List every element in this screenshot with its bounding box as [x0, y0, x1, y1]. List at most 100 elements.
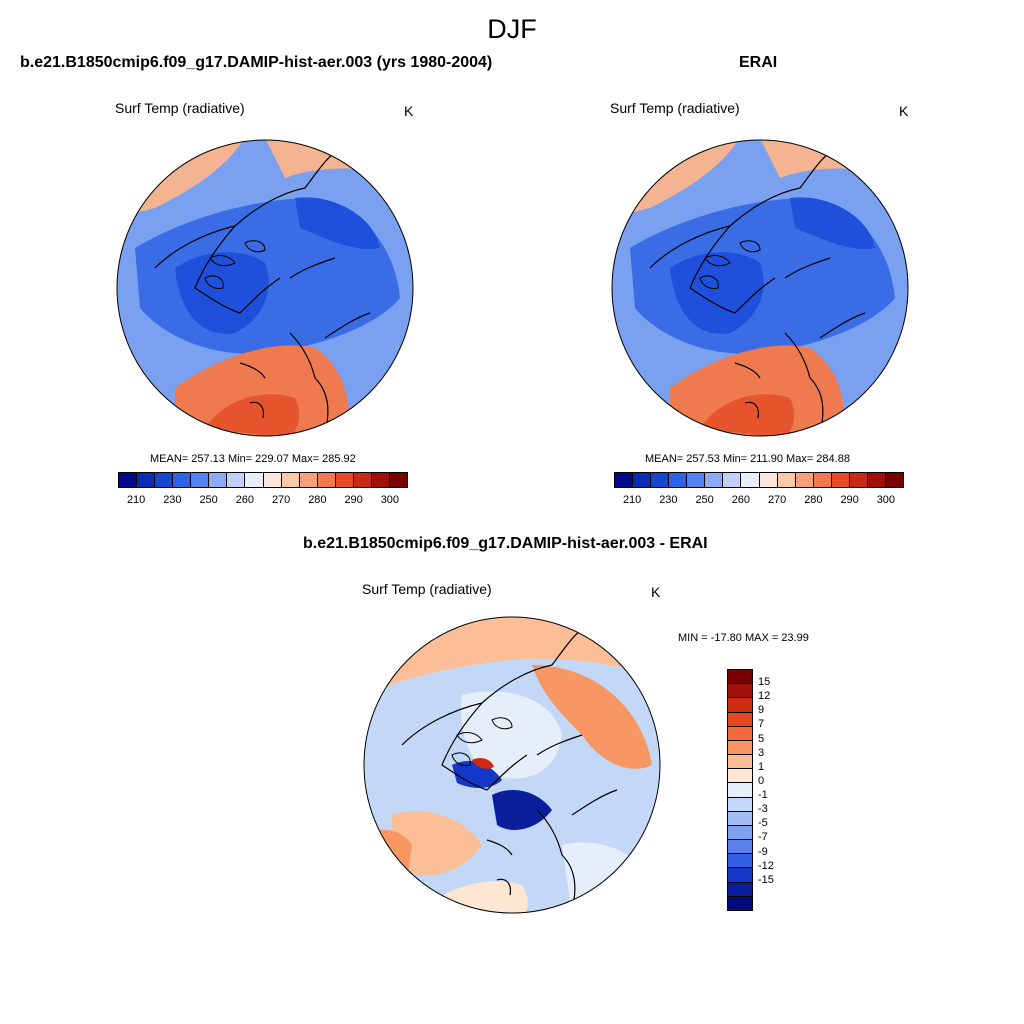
- colorbar-tick-label: 210: [622, 494, 642, 506]
- colorbar-tick-label: 250: [199, 494, 218, 506]
- colorbar-swatch: [669, 473, 688, 487]
- coastline: [204, 240, 266, 289]
- map-contour-region: [700, 394, 795, 436]
- colorbar-tick-label: 5: [758, 732, 765, 745]
- colorbar-swatch: [705, 473, 724, 487]
- map-contour-region: [492, 790, 552, 830]
- map-contour-region: [670, 252, 764, 334]
- colorbar-swatch: [281, 473, 300, 487]
- colorbar-tick-label: -5: [758, 817, 768, 830]
- coastline: [649, 149, 866, 424]
- colorbar-swatch: [119, 473, 138, 487]
- colorbar-tick-label: 260: [731, 494, 751, 506]
- colorbar-model: [118, 472, 408, 488]
- colorbar-swatch: [155, 473, 174, 487]
- colorbar-swatch: [728, 712, 752, 727]
- map-contour-region: [562, 842, 660, 913]
- figure-title: DJF: [487, 14, 537, 44]
- colorbar-swatch: [687, 473, 706, 487]
- colorbar-tick-label: 1: [758, 760, 765, 773]
- colorbar-swatch: [335, 473, 354, 487]
- colorbar-tick-label: 290: [344, 494, 363, 506]
- colorbar-swatch: [777, 473, 796, 487]
- colorbar-tick-label: 250: [695, 494, 714, 506]
- colorbar-tick-label: -12: [758, 859, 774, 872]
- colorbar-swatch: [317, 473, 336, 487]
- colorbar-tick-label: 260: [235, 494, 255, 506]
- colorbar-swatch: [813, 473, 832, 487]
- map-boundary: [363, 616, 661, 914]
- map-boundary: [611, 139, 909, 437]
- colorbar-tick-label: 210: [126, 494, 146, 506]
- stats-diff: MIN = -17.80 MAX = 23.99: [678, 632, 809, 644]
- colorbar-tick-label: 3: [758, 746, 765, 759]
- polar-map-obs: [610, 138, 910, 438]
- colorbar-swatch: [728, 811, 752, 826]
- colorbar-tick-label: 270: [767, 494, 787, 506]
- colorbar-ticks-model: 210 230 250 260 270 280 290 300: [118, 494, 408, 508]
- colorbar-swatch: [728, 854, 752, 869]
- map-contour-region: [392, 811, 482, 876]
- colorbar-tick-label: 0: [758, 774, 765, 787]
- stats-model: MEAN= 257.13 Min= 229.07 Max= 285.92: [150, 453, 356, 465]
- colorbar-swatch: [227, 473, 246, 487]
- colorbar-tick-label: -9: [758, 845, 768, 858]
- colorbar-swatch: [867, 473, 886, 487]
- colorbar-swatch: [633, 473, 652, 487]
- unit-label-model: K: [404, 103, 414, 119]
- colorbar-swatch: [728, 882, 752, 897]
- colorbar-swatch: [263, 473, 282, 487]
- colorbar-swatch: [849, 473, 868, 487]
- variable-label-obs: Surf Temp (radiative): [610, 100, 740, 116]
- variable-label-diff: Surf Temp (radiative): [362, 581, 492, 597]
- colorbar-tick-label: 280: [804, 494, 823, 506]
- map-contour-region: [205, 394, 300, 436]
- map-contour-region: [790, 197, 875, 249]
- colorbar-ticks-obs: 210 230 250 260 270 280 290 300: [614, 494, 904, 508]
- colorbar-tick-label: 300: [876, 494, 896, 506]
- panel-title-obs: ERAI: [739, 54, 778, 71]
- map-contour-region: [295, 197, 380, 249]
- colorbar-tick-label: -1: [758, 789, 768, 802]
- colorbar-swatch: [728, 740, 752, 756]
- polar-map-model: [115, 138, 415, 438]
- colorbar-swatch: [191, 473, 210, 487]
- colorbar-tick-label: 12: [758, 690, 771, 703]
- colorbar-swatch: [651, 473, 670, 487]
- colorbar-swatch: [371, 473, 390, 487]
- colorbar-swatch: [728, 840, 752, 855]
- colorbar-diff: [727, 669, 753, 911]
- colorbar-swatch: [615, 473, 634, 487]
- coastline: [699, 240, 761, 289]
- colorbar-swatch: [728, 726, 752, 741]
- colorbar-tick-label: 9: [758, 704, 765, 717]
- colorbar-swatch: [728, 783, 752, 798]
- variable-label-model: Surf Temp (radiative): [115, 100, 245, 116]
- colorbar-swatch: [299, 473, 318, 487]
- colorbar-swatch: [741, 473, 760, 487]
- map-contour-region: [461, 691, 562, 779]
- colorbar-swatch: [728, 797, 752, 812]
- colorbar-swatch: [173, 473, 192, 487]
- colorbar-swatch: [353, 473, 372, 487]
- colorbar-swatch: [728, 868, 752, 883]
- panel-title-diff: b.e21.B1850cmip6.f09_g17.DAMIP-hist-aer.…: [303, 535, 708, 552]
- colorbar-obs: [614, 472, 904, 488]
- colorbar-tick-label: 7: [758, 718, 765, 731]
- unit-label-diff: K: [651, 584, 661, 600]
- polar-map-diff: [362, 615, 662, 915]
- colorbar-swatch: [759, 473, 778, 487]
- colorbar-swatch: [885, 473, 903, 487]
- colorbar-tick-label: 300: [380, 494, 400, 506]
- colorbar-tick-label: 230: [659, 494, 678, 506]
- colorbar-swatch: [728, 670, 752, 685]
- colorbar-tick-label: 230: [163, 494, 182, 506]
- colorbar-swatch: [795, 473, 814, 487]
- colorbar-swatch: [209, 473, 228, 487]
- colorbar-swatch: [728, 825, 752, 841]
- map-contour-region: [532, 665, 652, 769]
- colorbar-tick-label: -15: [758, 873, 774, 886]
- unit-label-obs: K: [899, 103, 909, 119]
- panel-title-model: b.e21.B1850cmip6.f09_g17.DAMIP-hist-aer.…: [20, 54, 493, 71]
- colorbar-swatch: [728, 769, 752, 784]
